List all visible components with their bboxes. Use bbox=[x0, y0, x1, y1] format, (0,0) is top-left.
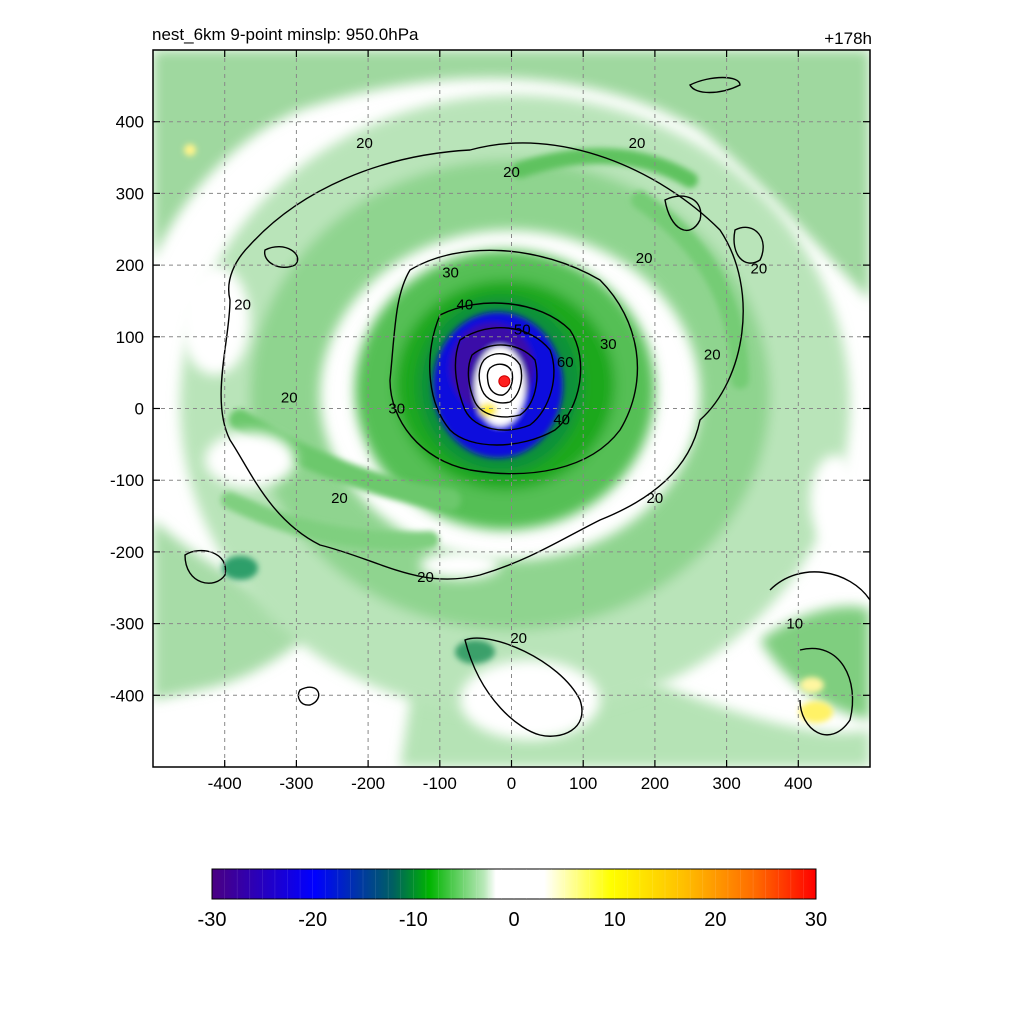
y-tick-label: 0 bbox=[135, 400, 144, 419]
contour-label: 40 bbox=[553, 411, 570, 428]
y-axis: 400 300 200 100 0 -100 -200 -300 -400 bbox=[110, 113, 870, 705]
x-tick-label: -100 bbox=[423, 774, 457, 793]
contour-label: 20 bbox=[356, 135, 373, 152]
y-tick-label: -300 bbox=[110, 615, 144, 634]
contour-label: 40 bbox=[457, 297, 474, 314]
contour-label: 20 bbox=[629, 135, 646, 152]
x-tick-label: -300 bbox=[279, 774, 313, 793]
forecast-hour: +178h bbox=[824, 29, 872, 48]
x-axis: -400 -300 -200 -100 0 100 200 300 400 bbox=[208, 50, 812, 793]
colorbar-tick-label: -30 bbox=[198, 909, 227, 931]
contour-label: 10 bbox=[786, 616, 803, 633]
colorbar-tick-label: 30 bbox=[805, 909, 827, 931]
contour-label: 20 bbox=[281, 390, 298, 407]
y-tick-label: -200 bbox=[110, 543, 144, 562]
contour-label: 20 bbox=[234, 297, 251, 314]
y-tick-label: 400 bbox=[116, 113, 144, 132]
x-tick-label: 400 bbox=[784, 774, 812, 793]
contour-label: 20 bbox=[704, 347, 721, 364]
contour-label: 20 bbox=[510, 630, 527, 647]
contour-label: 20 bbox=[417, 569, 434, 586]
colorbar-tick-label: -10 bbox=[399, 909, 428, 931]
x-tick-label: -200 bbox=[351, 774, 385, 793]
contour-lines bbox=[184, 76, 870, 737]
colorbar bbox=[211, 868, 817, 900]
contour-label: 20 bbox=[647, 490, 664, 507]
y-tick-label: 300 bbox=[116, 184, 144, 203]
chart-title: nest_6km 9-point minslp: 950.0hPa bbox=[152, 25, 419, 44]
y-tick-label: 100 bbox=[116, 328, 144, 347]
colorbar-tick-labels: -30 -20 -10 0 10 20 30 bbox=[198, 869, 827, 931]
y-tick-label: 200 bbox=[116, 256, 144, 275]
x-tick-label: 100 bbox=[569, 774, 597, 793]
x-tick-label: -400 bbox=[208, 774, 242, 793]
contour-label: 20 bbox=[503, 164, 520, 181]
contour-label: 30 bbox=[600, 336, 617, 353]
y-tick-label: -400 bbox=[110, 686, 144, 705]
storm-center-marker bbox=[498, 375, 511, 388]
contour-label: 20 bbox=[331, 490, 348, 507]
contour-label: 30 bbox=[388, 401, 405, 418]
colorbar-tick-label: 20 bbox=[704, 909, 726, 931]
contour-label: 50 bbox=[514, 322, 531, 339]
y-tick-label: -100 bbox=[110, 471, 144, 490]
contour-labels: 20 20 20 20 20 20 20 20 20 20 20 20 30 30 30 40 40 50 60 10 bbox=[234, 135, 803, 647]
colorbar-tick-label: -20 bbox=[298, 909, 327, 931]
contour-label: 30 bbox=[442, 264, 459, 281]
x-tick-label: 0 bbox=[507, 774, 516, 793]
x-tick-label: 200 bbox=[641, 774, 669, 793]
contour-label: 20 bbox=[751, 261, 768, 278]
filled-field bbox=[153, 50, 870, 767]
x-tick-label: 300 bbox=[712, 774, 740, 793]
contour-label: 60 bbox=[557, 354, 574, 371]
colorbar-tick-label: 10 bbox=[604, 909, 626, 931]
colorbar-tick-label: 0 bbox=[508, 909, 519, 931]
contour-label: 20 bbox=[636, 250, 653, 267]
